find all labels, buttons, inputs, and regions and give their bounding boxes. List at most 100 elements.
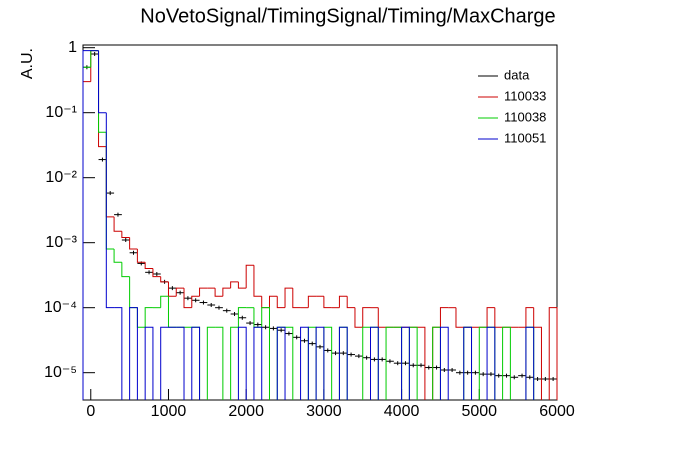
legend-label: data [504,67,530,82]
x-tick-label: 4000 [384,403,420,420]
data-point [129,250,138,255]
histogram-bin [338,326,348,400]
data-point [331,351,340,356]
data-point [300,338,309,343]
data-point [285,331,293,336]
histogram-bin [144,262,153,270]
data-point [277,328,286,333]
histogram-bin [160,326,169,400]
histogram-bin [533,307,542,400]
histogram-bin [114,307,123,400]
histogram-bin [284,287,293,308]
data-point [292,335,301,340]
histogram-bin [129,237,138,250]
data-point [479,372,488,377]
histogram-bin [478,326,488,400]
histogram-bin [237,326,247,400]
histogram-bin [82,50,91,400]
data-point [238,315,247,320]
histogram-bin [230,326,239,400]
histogram-bin [215,326,224,400]
data-point [440,367,449,372]
data-point [471,370,480,375]
histogram-bin [183,288,192,309]
histogram-bin [401,326,410,400]
histogram-bin [230,281,239,289]
histogram-bin [525,307,534,328]
histogram-bin [222,287,231,297]
data-point [432,365,441,370]
histogram-bin [370,326,379,400]
data-point [90,51,99,56]
data-point [168,286,177,291]
data-point [409,363,418,368]
data-point [308,341,317,346]
histogram-bin [525,326,535,400]
histogram-bin [160,276,169,283]
histogram-bin [144,326,154,400]
y-axis-label: A.U. [19,48,36,79]
y-tick-label: 10⁻⁵ [44,364,77,381]
legend-label: 110038 [504,109,546,124]
histogram-bin [136,248,146,263]
histogram-bin [105,112,115,309]
histogram-bin [276,296,286,309]
y-tick-label: 10⁻⁴ [44,299,77,316]
histogram-bin [292,288,301,309]
data-point [378,357,387,362]
data-point [230,311,239,316]
data-point [502,373,511,378]
data-point [199,300,208,305]
histogram-bin [307,295,317,308]
data-point [191,298,200,303]
x-tick-label: 0 [86,403,95,420]
histogram-bin [268,295,278,308]
histogram-bin [486,326,496,400]
data-point [424,365,433,370]
data-point [215,305,223,310]
chart-title: NoVetoSignal/TimingSignal/Timing/MaxChar… [140,5,555,27]
histogram-bin [245,264,254,289]
histogram-bin [152,268,161,278]
histogram-bin [214,288,223,297]
data-point [487,372,495,377]
legend-label: 110051 [504,130,546,145]
data-point [222,308,231,313]
y-tick-label: 10⁻³ [45,234,77,251]
data-point [98,157,107,162]
data-point [393,361,402,366]
data-point [518,373,526,378]
histogram-bin [176,326,185,400]
histogram-bin [486,307,495,328]
histogram-bin [502,326,511,400]
x-tick-label: 1000 [151,403,187,420]
histogram-bin [439,326,449,400]
data-point [401,361,410,366]
legend-label: 110033 [504,88,546,103]
histogram-bin [338,295,348,308]
data-point [347,352,355,357]
histogram-bin [121,231,130,239]
data-point [386,359,394,364]
data-point [114,212,122,217]
data-point [525,375,534,380]
histogram-bin [237,307,247,328]
data-point [494,373,503,378]
histogram-bin [455,307,464,328]
data-point [417,363,425,368]
histogram-bin [144,307,153,328]
data-point [121,237,130,242]
y-tick-label: 10⁻¹ [45,104,77,121]
y-tick-label: 1 [68,39,77,56]
histogram-bin [199,287,208,297]
data-point [541,376,550,381]
histogram-bin [253,265,262,297]
x-tick-label: 2000 [228,403,264,420]
data-point [207,302,216,307]
data-point [463,370,472,375]
histogram-bin [548,307,558,400]
histogram-bin [362,326,371,400]
data-point [448,367,456,372]
histogram-bin [113,248,122,263]
